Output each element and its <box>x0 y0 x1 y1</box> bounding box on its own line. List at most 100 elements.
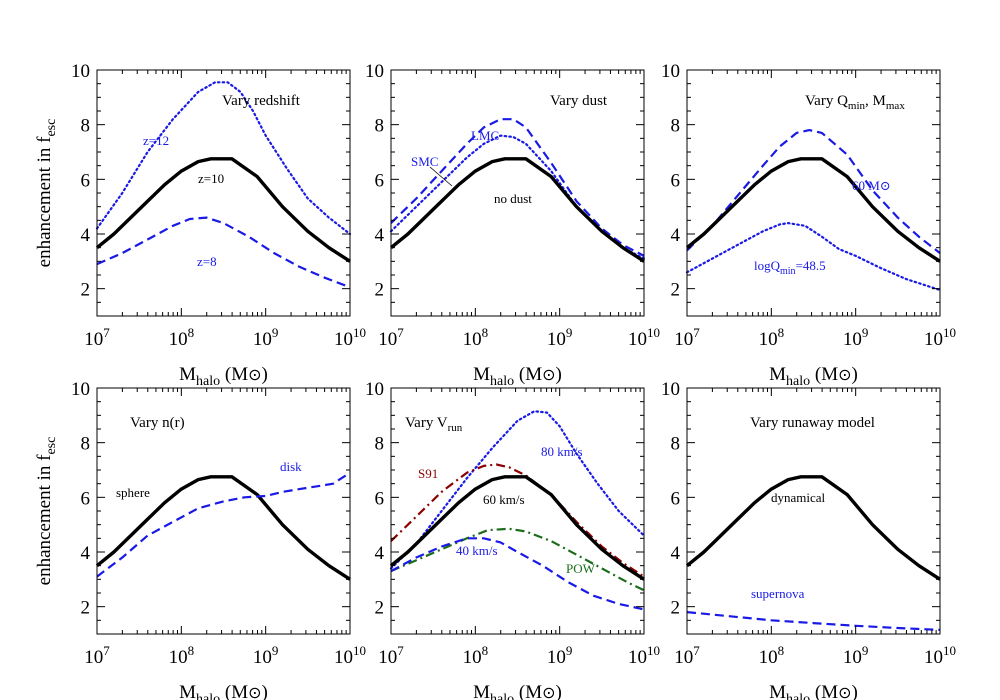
y-tick-label: 10 <box>661 61 680 82</box>
y-tick-label: 2 <box>375 598 385 619</box>
x-tick-label: 108 <box>759 325 785 350</box>
y-tick-label: 4 <box>671 225 681 246</box>
y-tick-label: 4 <box>81 543 91 564</box>
y-tick-label: 10 <box>661 379 680 400</box>
y-tick-label: 6 <box>671 488 681 509</box>
series-line-1-2 <box>95 157 351 263</box>
x-axis-label: Mhalo (M⊙) <box>179 364 268 389</box>
series-line-6-1 <box>685 475 941 581</box>
panel-title: Vary n(r) <box>130 415 185 431</box>
y-tick-label: 8 <box>375 116 385 137</box>
y-tick-label: 4 <box>671 543 681 564</box>
x-tick-label: 1010 <box>334 643 366 668</box>
series-label: logQmin=48.5 <box>754 258 826 277</box>
series-label: 40 km/s <box>456 543 498 558</box>
y-tick-label: 8 <box>671 116 681 137</box>
series-label: SMC <box>411 154 438 169</box>
panel-title: Vary redshift <box>222 93 301 109</box>
y-tick-label: 8 <box>81 434 91 455</box>
x-tick-label: 108 <box>169 325 195 350</box>
series-line-1-1 <box>95 81 352 236</box>
series-line-5-2 <box>390 463 645 578</box>
x-tick-label: 1010 <box>924 643 956 668</box>
y-tick-label: 2 <box>375 280 385 301</box>
series-line-3-2 <box>685 222 942 292</box>
series-line-5-4 <box>390 527 645 592</box>
panel-title: Vary runaway model <box>750 415 875 431</box>
y-tick-label: 6 <box>375 488 385 509</box>
x-tick-label: 1010 <box>628 643 660 668</box>
x-tick-label: 107 <box>84 325 110 350</box>
panel-4: 107 108 109 1010 2 4 6 8 10 Mhalo (M⊙) enhancement… <box>34 379 366 700</box>
series-label: z=10 <box>198 171 224 186</box>
series-line-2-1 <box>390 118 645 257</box>
series-label: 80 km/s <box>541 444 583 459</box>
series-label: no dust <box>494 191 532 206</box>
y-tick-label: 10 <box>71 379 90 400</box>
x-tick-label: 107 <box>674 643 700 668</box>
y-tick-label: 8 <box>81 116 91 137</box>
series-label: z=8 <box>197 254 217 269</box>
panel-2: 107 108 109 1010 2 4 6 8 10 Mhalo (M⊙) Vary dust LM… <box>365 61 660 389</box>
y-tick-label: 2 <box>81 280 91 301</box>
x-tick-label: 107 <box>84 643 110 668</box>
y-tick-label: 4 <box>375 543 385 564</box>
x-tick-label: 1010 <box>334 325 366 350</box>
x-tick-label: 108 <box>169 643 195 668</box>
x-tick-label: 1010 <box>924 325 956 350</box>
x-tick-label: 107 <box>674 325 700 350</box>
panel-title: Vary dust <box>550 93 608 109</box>
series-line-5-5 <box>390 537 645 611</box>
x-tick-label: 109 <box>843 325 869 350</box>
panel-title: Vary Qmin, Mmax <box>805 93 905 112</box>
series-label: S91 <box>418 466 438 481</box>
x-tick-label: 109 <box>253 643 279 668</box>
series-label: 60 M⊙ <box>852 178 891 193</box>
x-tick-label: 107 <box>378 325 404 350</box>
x-axis-label: Mhalo (M⊙) <box>473 364 562 389</box>
series-label: 60 km/s <box>483 492 525 507</box>
x-tick-label: 108 <box>463 325 489 350</box>
x-tick-label: 109 <box>253 325 279 350</box>
x-tick-label: 109 <box>547 325 573 350</box>
series-line-3-3 <box>685 157 941 263</box>
y-tick-label: 6 <box>81 170 91 191</box>
x-tick-label: 1010 <box>628 325 660 350</box>
y-tick-label: 6 <box>81 488 91 509</box>
x-axis-label: Mhalo (M⊙) <box>769 364 858 389</box>
y-tick-label: 8 <box>375 434 385 455</box>
series-label: LMC <box>471 128 499 143</box>
series-label: POW <box>566 561 596 576</box>
y-tick-label: 10 <box>365 61 384 82</box>
y-tick-label: 2 <box>671 280 681 301</box>
series-line-4-1 <box>95 475 351 581</box>
x-tick-label: 109 <box>843 643 869 668</box>
y-tick-label: 6 <box>671 170 681 191</box>
y-tick-label: 10 <box>71 61 90 82</box>
series-line-1-3 <box>96 216 351 289</box>
x-tick-label: 107 <box>378 643 404 668</box>
x-tick-label: 108 <box>463 643 489 668</box>
series-line-4-2 <box>96 471 351 578</box>
series-line-2-3 <box>389 157 645 263</box>
y-axis-label: enhancement in fesc <box>34 437 59 586</box>
y-axis-label: enhancement in fesc <box>34 119 59 268</box>
y-tick-label: 2 <box>671 598 681 619</box>
panel-3: 107 108 109 1010 2 4 6 8 10 Mhalo (M⊙) Vary Qmin, … <box>661 61 956 389</box>
y-tick-label: 4 <box>375 225 385 246</box>
panel-1: 107 108 109 1010 2 4 6 8 10 Mhalo (M⊙) enhancement… <box>34 61 366 389</box>
series-line-3-1 <box>686 129 941 254</box>
series-line-2-2 <box>389 134 646 260</box>
series-label: z=12 <box>143 133 169 148</box>
panel-title: Vary Vrun <box>405 415 463 434</box>
y-tick-label: 4 <box>81 225 91 246</box>
series-label: supernova <box>751 586 805 601</box>
series-label: dynamical <box>771 490 826 505</box>
x-axis-label: Mhalo (M⊙) <box>769 682 858 700</box>
x-axis-label: Mhalo (M⊙) <box>473 682 562 700</box>
series-label: disk <box>280 459 302 474</box>
series-line-6-2 <box>686 611 941 631</box>
panel-5: 107 108 109 1010 2 4 6 8 10 Mhalo (M⊙) Vary Vrun 80… <box>365 379 660 700</box>
panel-6: 107 108 109 1010 2 4 6 8 10 Mhalo (M⊙) Vary runawa… <box>661 379 956 700</box>
